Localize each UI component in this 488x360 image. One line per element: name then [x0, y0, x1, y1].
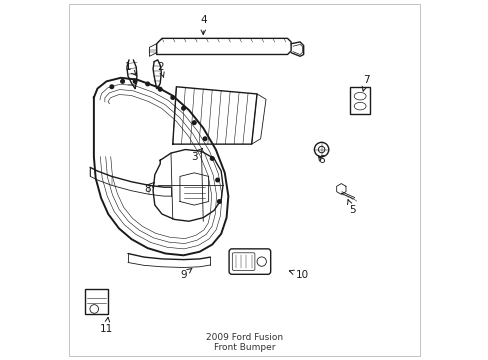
- Circle shape: [158, 87, 162, 91]
- Text: 7: 7: [362, 75, 369, 91]
- Text: 8: 8: [144, 183, 154, 194]
- Circle shape: [215, 178, 219, 182]
- Text: 2: 2: [157, 62, 164, 77]
- Circle shape: [171, 96, 174, 99]
- Circle shape: [145, 82, 149, 86]
- Bar: [85, 289, 108, 315]
- Circle shape: [203, 137, 206, 140]
- Text: 10: 10: [289, 270, 308, 280]
- Circle shape: [210, 157, 214, 160]
- Circle shape: [133, 80, 137, 83]
- Text: 2009 Ford Fusion
Front Bumper: 2009 Ford Fusion Front Bumper: [205, 333, 283, 352]
- Text: 1: 1: [124, 62, 136, 75]
- Circle shape: [192, 121, 196, 125]
- Circle shape: [110, 85, 113, 89]
- Text: 5: 5: [347, 200, 355, 216]
- Circle shape: [182, 107, 185, 110]
- Text: 4: 4: [200, 15, 206, 35]
- Text: 9: 9: [180, 268, 192, 280]
- Bar: [349, 87, 369, 114]
- Circle shape: [217, 200, 221, 203]
- Text: 3: 3: [191, 148, 202, 162]
- Text: 11: 11: [100, 318, 113, 334]
- Text: 6: 6: [318, 155, 324, 165]
- Circle shape: [121, 80, 124, 83]
